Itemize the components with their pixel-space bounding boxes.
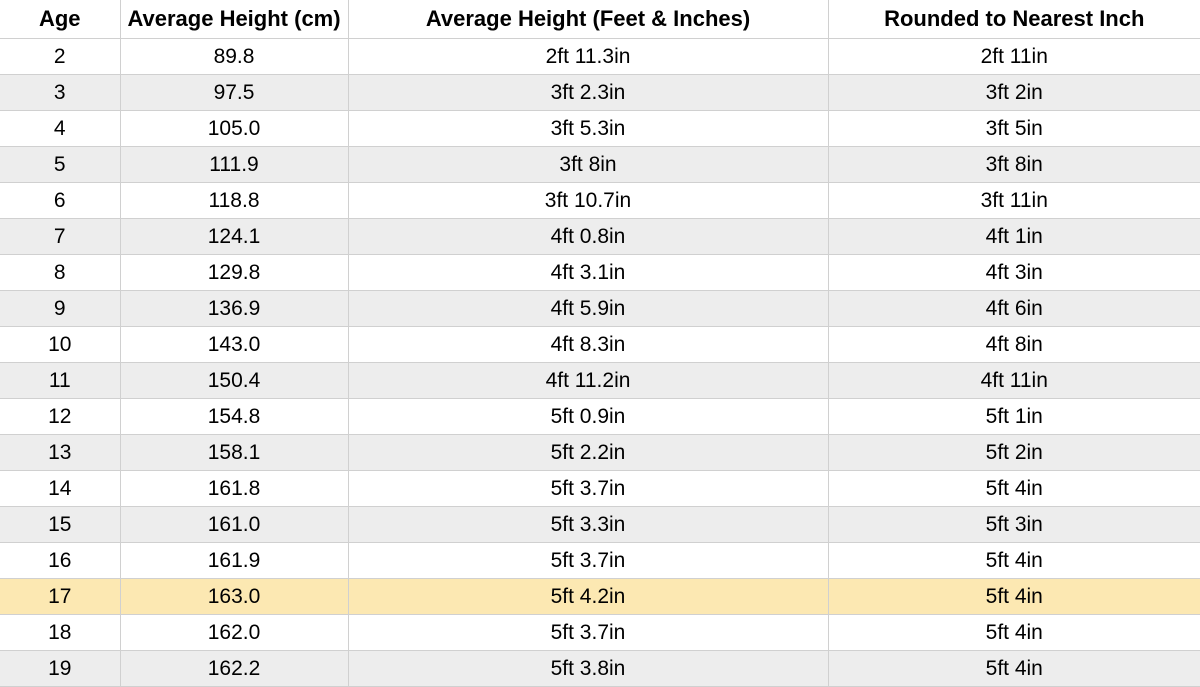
- table-row: 12154.85ft 0.9in5ft 1in: [0, 399, 1200, 435]
- table-row: 5111.93ft 8in3ft 8in: [0, 147, 1200, 183]
- cell-round: 3ft 8in: [828, 147, 1200, 183]
- col-header-round: Rounded to Nearest Inch: [828, 0, 1200, 39]
- cell-round: 2ft 11in: [828, 39, 1200, 75]
- cell-fi: 5ft 2.2in: [348, 435, 828, 471]
- table-row: 19162.25ft 3.8in5ft 4in: [0, 651, 1200, 687]
- col-header-age: Age: [0, 0, 120, 39]
- cell-cm: 97.5: [120, 75, 348, 111]
- cell-cm: 154.8: [120, 399, 348, 435]
- cell-fi: 5ft 3.7in: [348, 471, 828, 507]
- table-row: 11150.44ft 11.2in4ft 11in: [0, 363, 1200, 399]
- cell-age: 13: [0, 435, 120, 471]
- table-row: 14161.85ft 3.7in5ft 4in: [0, 471, 1200, 507]
- cell-cm: 111.9: [120, 147, 348, 183]
- cell-fi: 5ft 3.8in: [348, 651, 828, 687]
- cell-round: 5ft 4in: [828, 651, 1200, 687]
- cell-cm: 161.9: [120, 543, 348, 579]
- cell-round: 3ft 11in: [828, 183, 1200, 219]
- cell-fi: 5ft 3.7in: [348, 543, 828, 579]
- cell-round: 4ft 8in: [828, 327, 1200, 363]
- cell-age: 11: [0, 363, 120, 399]
- table-row: 13158.15ft 2.2in5ft 2in: [0, 435, 1200, 471]
- cell-round: 5ft 4in: [828, 579, 1200, 615]
- cell-fi: 3ft 10.7in: [348, 183, 828, 219]
- cell-fi: 3ft 5.3in: [348, 111, 828, 147]
- cell-age: 10: [0, 327, 120, 363]
- cell-cm: 162.0: [120, 615, 348, 651]
- table-row: 16161.95ft 3.7in5ft 4in: [0, 543, 1200, 579]
- cell-cm: 163.0: [120, 579, 348, 615]
- cell-fi: 3ft 8in: [348, 147, 828, 183]
- cell-fi: 4ft 0.8in: [348, 219, 828, 255]
- table-row: 9136.94ft 5.9in4ft 6in: [0, 291, 1200, 327]
- cell-age: 14: [0, 471, 120, 507]
- cell-age: 4: [0, 111, 120, 147]
- cell-round: 4ft 3in: [828, 255, 1200, 291]
- cell-cm: 143.0: [120, 327, 348, 363]
- cell-age: 9: [0, 291, 120, 327]
- cell-age: 16: [0, 543, 120, 579]
- cell-round: 5ft 4in: [828, 615, 1200, 651]
- height-table: Age Average Height (cm) Average Height (…: [0, 0, 1200, 687]
- cell-round: 5ft 4in: [828, 543, 1200, 579]
- col-header-fi: Average Height (Feet & Inches): [348, 0, 828, 39]
- cell-fi: 4ft 3.1in: [348, 255, 828, 291]
- cell-fi: 3ft 2.3in: [348, 75, 828, 111]
- cell-cm: 161.8: [120, 471, 348, 507]
- cell-age: 5: [0, 147, 120, 183]
- cell-age: 18: [0, 615, 120, 651]
- table-row: 4105.03ft 5.3in3ft 5in: [0, 111, 1200, 147]
- cell-age: 17: [0, 579, 120, 615]
- cell-round: 3ft 2in: [828, 75, 1200, 111]
- cell-round: 5ft 4in: [828, 471, 1200, 507]
- cell-cm: 150.4: [120, 363, 348, 399]
- cell-fi: 4ft 11.2in: [348, 363, 828, 399]
- cell-round: 5ft 1in: [828, 399, 1200, 435]
- cell-round: 4ft 6in: [828, 291, 1200, 327]
- cell-fi: 5ft 3.7in: [348, 615, 828, 651]
- cell-round: 5ft 2in: [828, 435, 1200, 471]
- table-row: 18162.05ft 3.7in5ft 4in: [0, 615, 1200, 651]
- cell-cm: 161.0: [120, 507, 348, 543]
- cell-cm: 105.0: [120, 111, 348, 147]
- table-row: 7124.14ft 0.8in4ft 1in: [0, 219, 1200, 255]
- cell-cm: 136.9: [120, 291, 348, 327]
- table-row: 6118.83ft 10.7in3ft 11in: [0, 183, 1200, 219]
- cell-age: 15: [0, 507, 120, 543]
- cell-round: 4ft 11in: [828, 363, 1200, 399]
- table-header: Age Average Height (cm) Average Height (…: [0, 0, 1200, 39]
- table-row: 289.82ft 11.3in2ft 11in: [0, 39, 1200, 75]
- cell-fi: 2ft 11.3in: [348, 39, 828, 75]
- col-header-cm: Average Height (cm): [120, 0, 348, 39]
- cell-fi: 5ft 4.2in: [348, 579, 828, 615]
- cell-round: 3ft 5in: [828, 111, 1200, 147]
- table-row: 8129.84ft 3.1in4ft 3in: [0, 255, 1200, 291]
- cell-cm: 158.1: [120, 435, 348, 471]
- cell-cm: 124.1: [120, 219, 348, 255]
- cell-round: 4ft 1in: [828, 219, 1200, 255]
- cell-age: 2: [0, 39, 120, 75]
- cell-age: 12: [0, 399, 120, 435]
- cell-age: 19: [0, 651, 120, 687]
- cell-age: 7: [0, 219, 120, 255]
- table-row: 15161.05ft 3.3in5ft 3in: [0, 507, 1200, 543]
- table-row: 397.53ft 2.3in3ft 2in: [0, 75, 1200, 111]
- cell-age: 8: [0, 255, 120, 291]
- cell-cm: 129.8: [120, 255, 348, 291]
- cell-cm: 118.8: [120, 183, 348, 219]
- cell-cm: 162.2: [120, 651, 348, 687]
- cell-fi: 4ft 8.3in: [348, 327, 828, 363]
- cell-fi: 5ft 3.3in: [348, 507, 828, 543]
- table-body: 289.82ft 11.3in2ft 11in397.53ft 2.3in3ft…: [0, 39, 1200, 687]
- cell-round: 5ft 3in: [828, 507, 1200, 543]
- cell-cm: 89.8: [120, 39, 348, 75]
- cell-fi: 4ft 5.9in: [348, 291, 828, 327]
- cell-fi: 5ft 0.9in: [348, 399, 828, 435]
- table-row: 10143.04ft 8.3in4ft 8in: [0, 327, 1200, 363]
- table-row: 17163.05ft 4.2in5ft 4in: [0, 579, 1200, 615]
- cell-age: 6: [0, 183, 120, 219]
- cell-age: 3: [0, 75, 120, 111]
